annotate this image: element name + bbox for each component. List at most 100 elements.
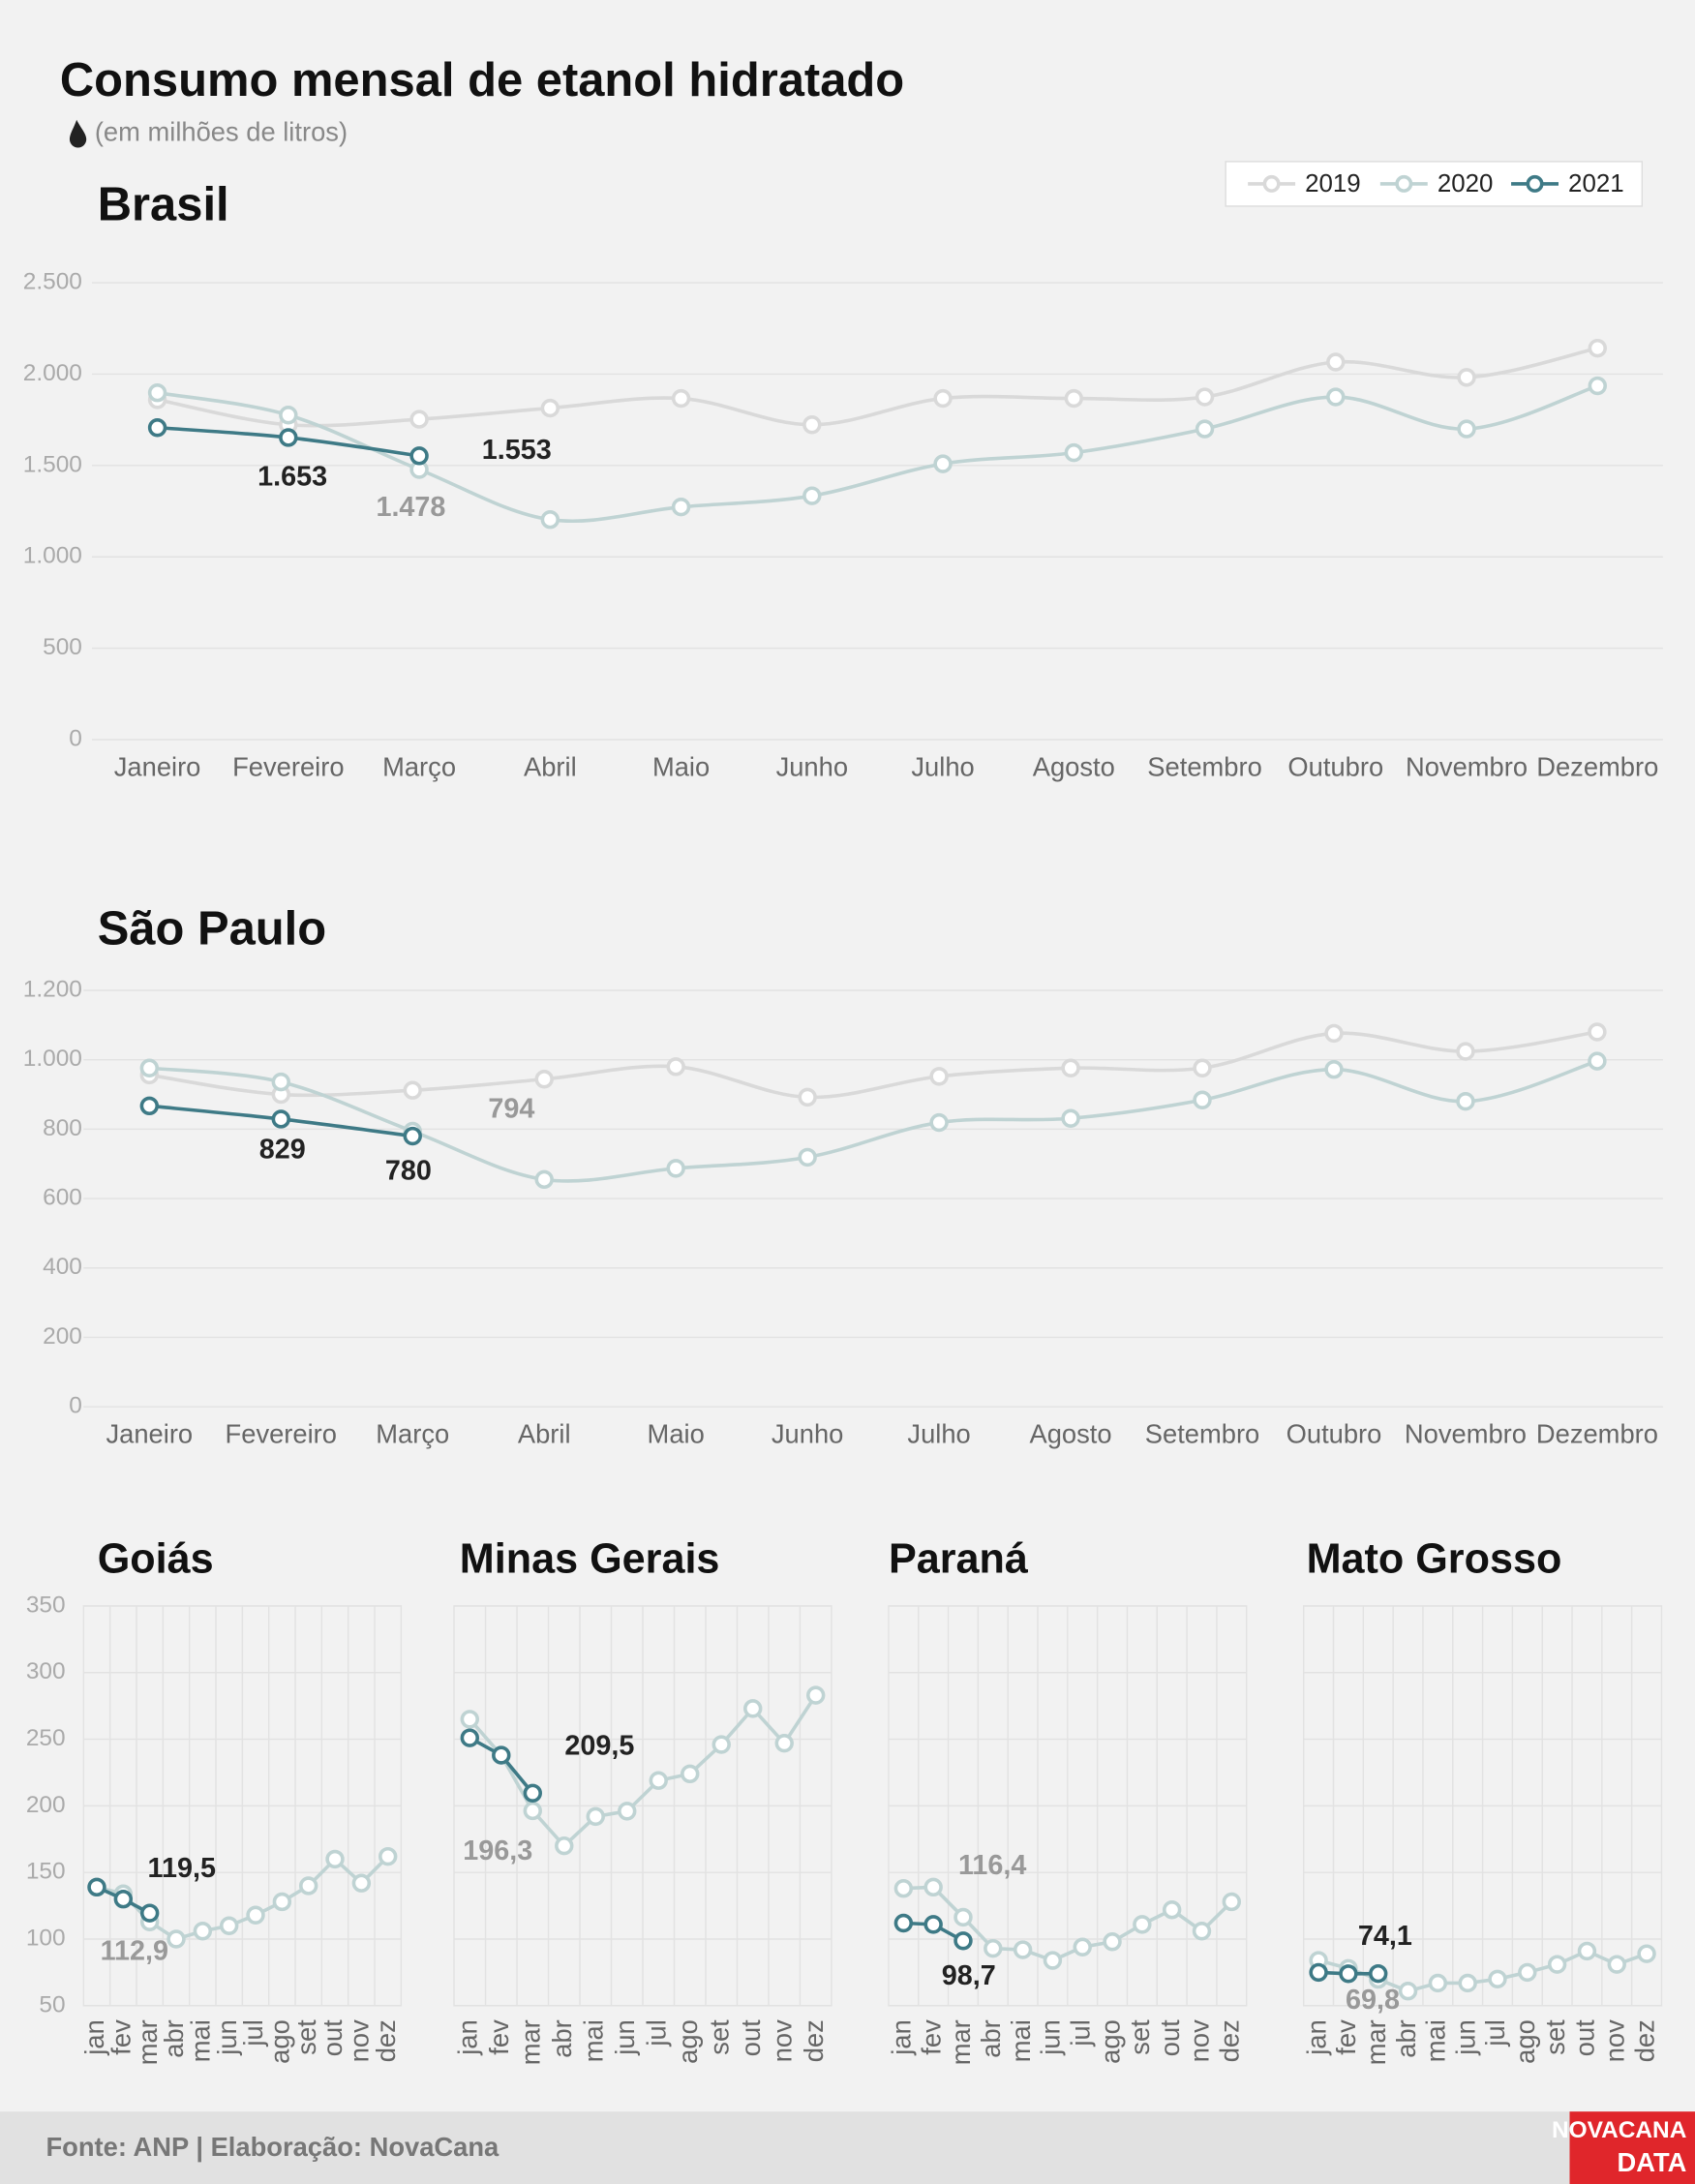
logo-box	[1569, 2111, 1695, 2184]
data-point	[113, 1890, 134, 1909]
data-point	[1061, 1058, 1080, 1077]
data-point	[1547, 1955, 1567, 1974]
series-line	[157, 346, 1598, 428]
data-point	[681, 1764, 700, 1784]
x-tick-label: jan	[1301, 2019, 1331, 2055]
x-tick-label: mar	[515, 2019, 545, 2065]
data-point	[586, 1806, 605, 1827]
x-tick-label: fev	[916, 2019, 946, 2055]
y-tick-label: 2.000	[23, 360, 82, 386]
y-tick-label: 150	[26, 1859, 66, 1885]
data-point	[666, 1159, 685, 1178]
data-point	[1133, 1915, 1152, 1934]
data-point	[1607, 1955, 1626, 1974]
source: Fonte: ANP | Elaboração: NovaCana	[45, 2132, 499, 2162]
x-tick-label: ago	[1510, 2019, 1540, 2064]
x-tick-label: ago	[265, 2019, 295, 2064]
legend-marker	[1262, 174, 1281, 193]
x-tick-label: out	[736, 2019, 766, 2056]
data-point	[1064, 442, 1084, 463]
data-label: 74,1	[1358, 1921, 1412, 1952]
x-tick-label: Fevereiro	[226, 1419, 337, 1449]
x-tick-label: jun	[610, 2019, 640, 2055]
y-tick-label: 300	[26, 1658, 66, 1684]
y-tick-label: 2.500	[23, 269, 82, 295]
data-point	[279, 406, 298, 425]
data-point	[1637, 1944, 1656, 1963]
data-point	[272, 1892, 292, 1912]
data-point	[1013, 1940, 1033, 1959]
data-point	[1456, 1091, 1475, 1111]
drop-icon	[69, 119, 87, 148]
x-tick-label: nov	[767, 2019, 797, 2062]
chart: Mato Grosso jan fev mar abr mai jun jul ago set ou…	[1301, 1535, 1663, 2065]
x-tick-label: jul	[1065, 2019, 1095, 2047]
y-tick-label: 1.000	[23, 1046, 82, 1072]
x-tick-label: Julho	[907, 1419, 970, 1449]
legend-label: 2021	[1568, 170, 1624, 197]
x-tick-label: mar	[133, 2019, 163, 2065]
x-tick-label: mar	[1361, 2019, 1391, 2065]
y-tick-label: 400	[43, 1254, 82, 1280]
x-tick-label: ago	[1095, 2019, 1125, 2064]
y-tick-label: 600	[43, 1185, 82, 1211]
data-label: 1.553	[482, 435, 552, 466]
y-tick-label: 250	[26, 1725, 66, 1751]
footer-bar	[0, 2111, 1695, 2184]
y-tick-label: 1.200	[23, 976, 82, 1002]
y-tick-label: 100	[26, 1925, 66, 1951]
data-point	[1192, 1922, 1212, 1941]
data-point	[1518, 1962, 1537, 1983]
x-tick-label: Junho	[776, 751, 848, 781]
data-point	[523, 1801, 542, 1821]
data-point	[555, 1835, 574, 1856]
x-tick-label: Agosto	[1030, 1419, 1112, 1449]
data-point	[1588, 376, 1607, 396]
chart: Brasil 0 500 1.000 1.500 2.000 2.500 Janeiro Fev…	[23, 178, 1663, 781]
data-point	[246, 1905, 265, 1925]
x-tick-label: set	[704, 2019, 734, 2055]
data-point	[1428, 1973, 1448, 1993]
data-point	[1577, 1941, 1597, 1961]
data-point	[1456, 1042, 1475, 1061]
x-tick-label: set	[1125, 2019, 1155, 2055]
data-point	[1222, 1892, 1242, 1912]
x-tick-label: Junho	[772, 1419, 843, 1449]
x-tick-label: abr	[1391, 2019, 1421, 2057]
x-tick-label: mar	[946, 2019, 976, 2065]
data-point	[540, 398, 560, 418]
x-tick-label: mai	[1421, 2019, 1451, 2062]
data-point	[279, 428, 298, 447]
x-tick-label: mai	[186, 2019, 216, 2062]
x-tick-label: jan	[79, 2019, 109, 2055]
legend-marker	[1395, 174, 1413, 193]
data-point	[540, 510, 560, 530]
x-tick-label: Setembro	[1147, 751, 1261, 781]
x-tick-label: Maio	[652, 751, 710, 781]
data-point	[893, 1878, 914, 1898]
data-point	[923, 1877, 943, 1897]
data-point	[271, 1072, 290, 1092]
data-point	[1588, 1022, 1607, 1042]
data-point	[378, 1846, 398, 1866]
data-point	[666, 1057, 685, 1077]
data-point	[1195, 387, 1215, 407]
y-tick-label: 200	[26, 1792, 66, 1818]
chart-title: Minas Gerais	[460, 1535, 720, 1582]
chart-title: Mato Grosso	[1307, 1535, 1562, 1582]
data-point	[166, 1929, 186, 1949]
x-tick-label: jun	[212, 2019, 242, 2055]
data-point	[534, 1169, 554, 1190]
data-point	[1073, 1937, 1092, 1956]
data-point	[271, 1109, 290, 1129]
data-point	[802, 415, 822, 435]
data-point	[1324, 1023, 1344, 1044]
data-label: 98,7	[942, 1960, 996, 1991]
legend-marker	[1526, 174, 1544, 193]
x-tick-label: mai	[1006, 2019, 1036, 2062]
chart-title: Paraná	[889, 1535, 1029, 1582]
x-tick-label: Novembro	[1405, 1419, 1527, 1449]
x-tick-label: nov	[1599, 2019, 1629, 2062]
data-point	[409, 410, 429, 429]
